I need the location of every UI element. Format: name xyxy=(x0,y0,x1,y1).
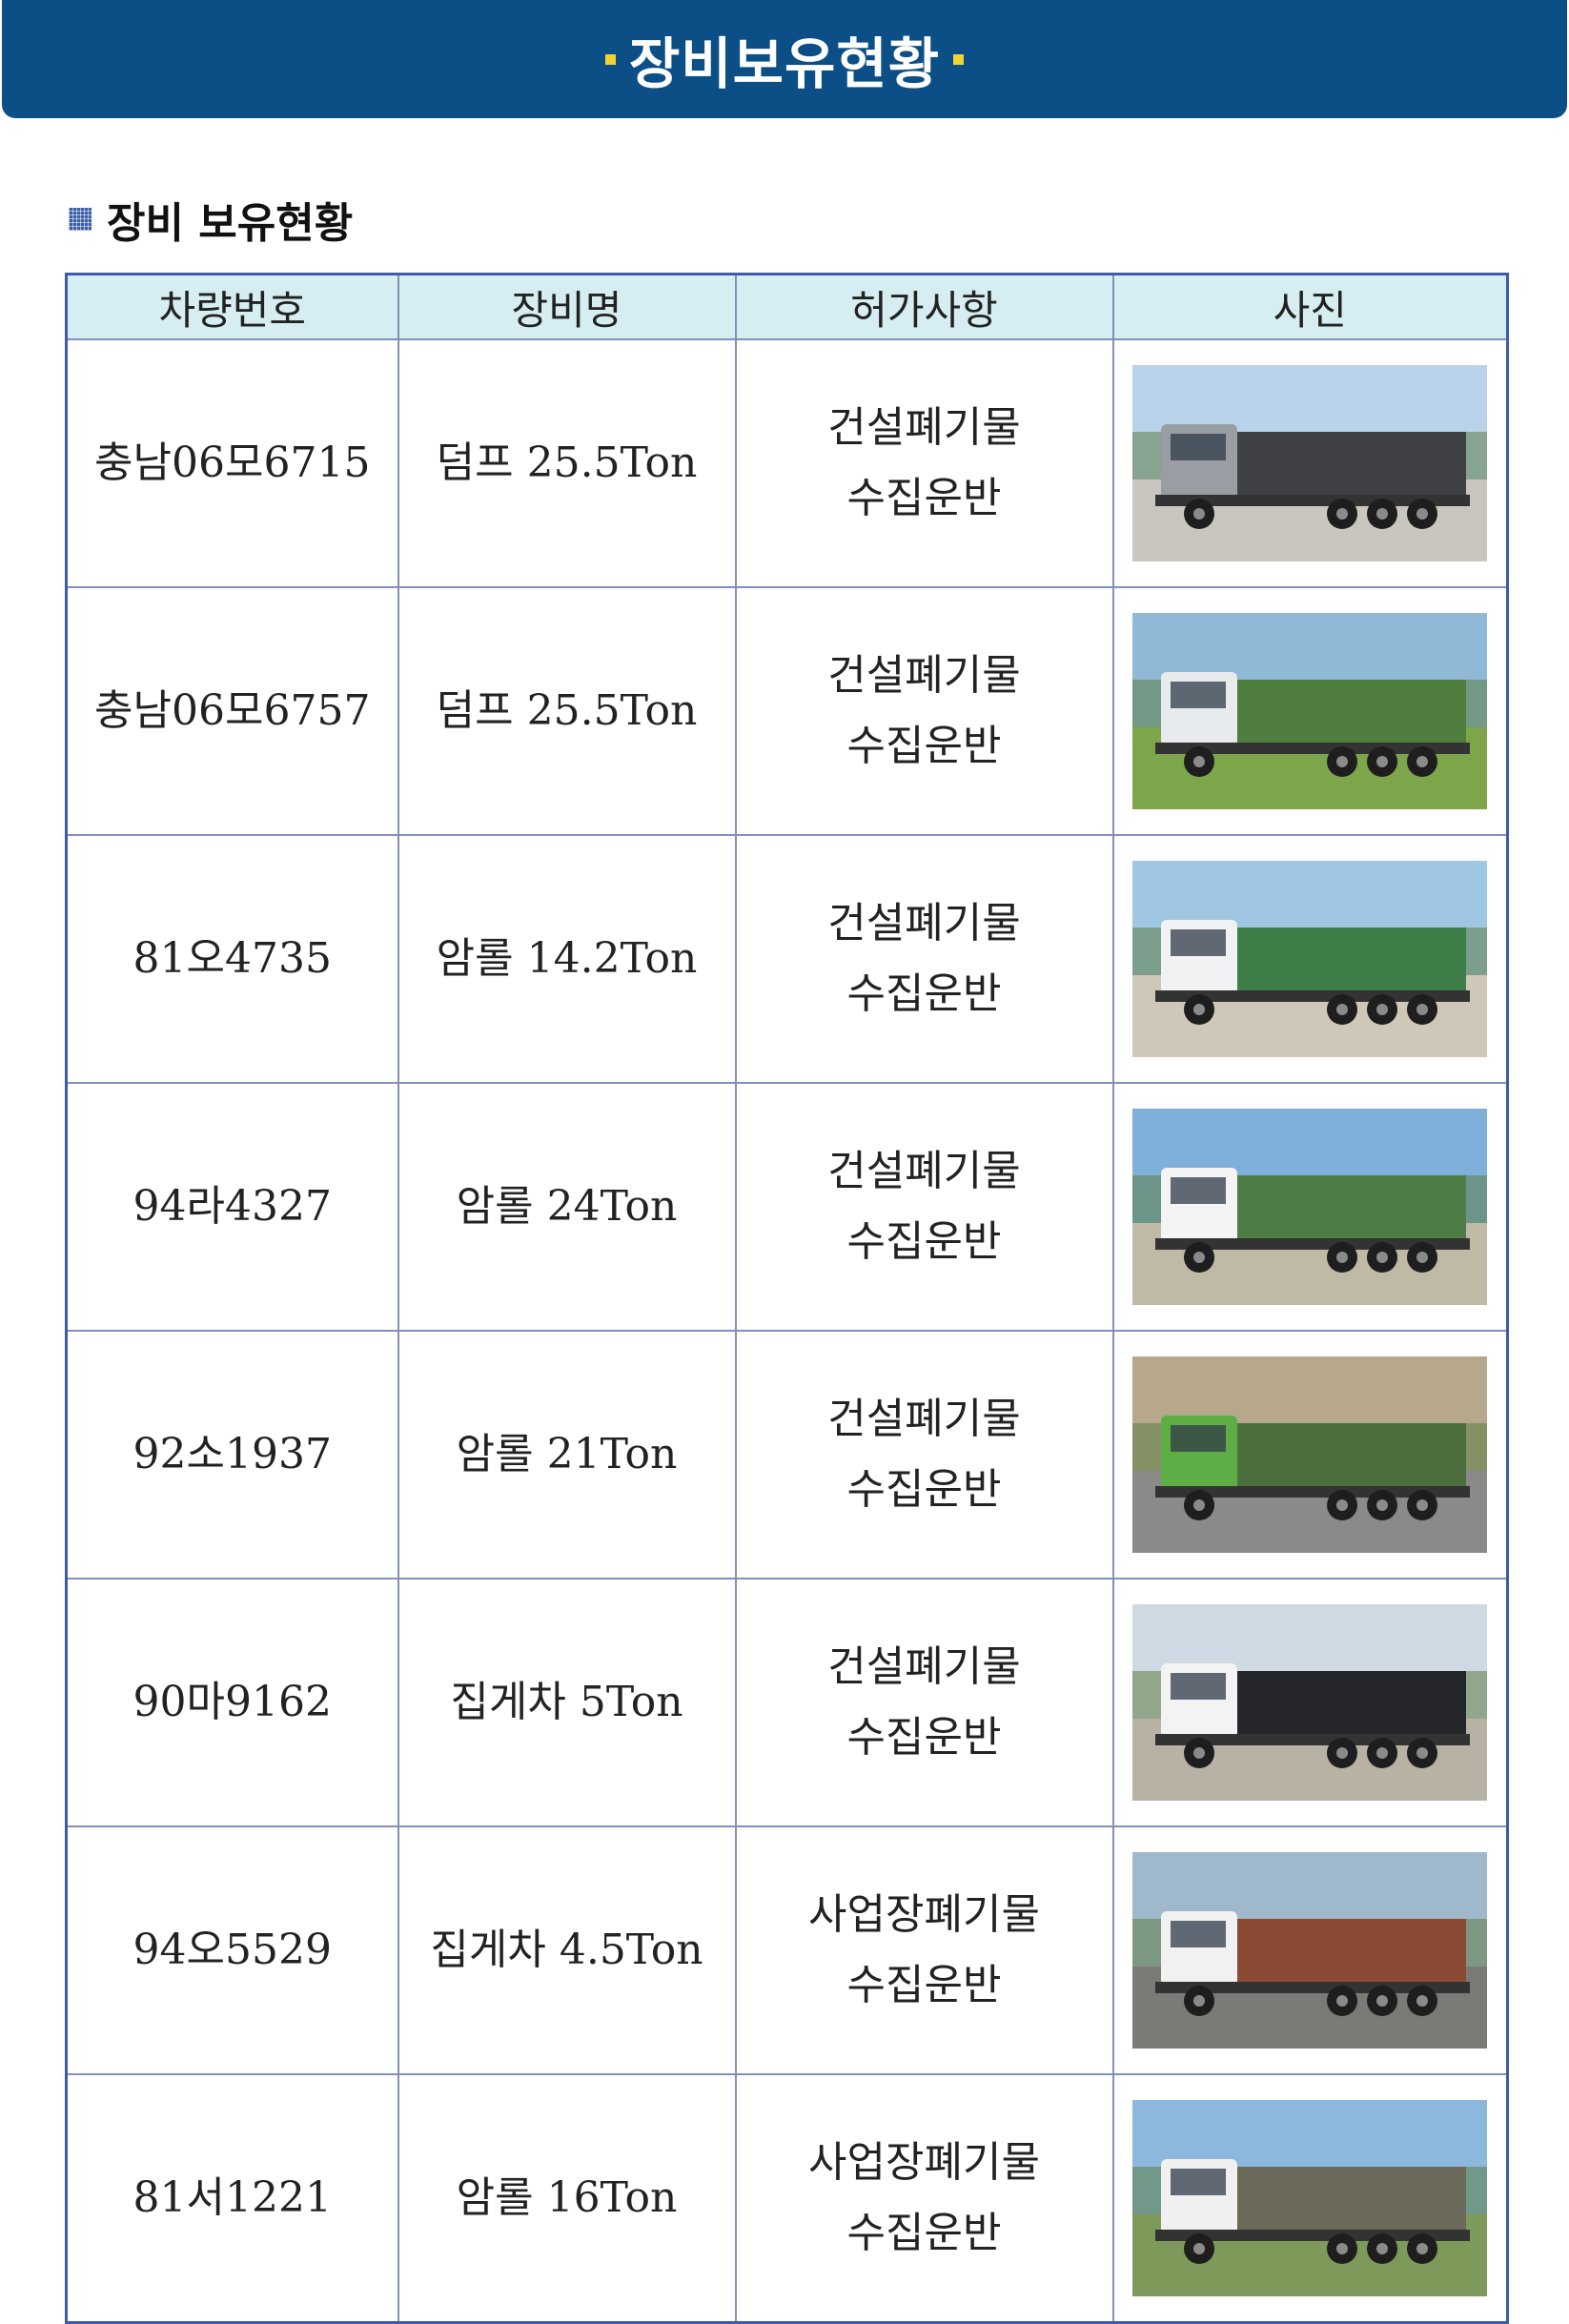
truck-photo xyxy=(1132,365,1488,561)
column-header-photo: 사진 xyxy=(1111,273,1509,340)
table-row: 81오4735 암롤 14.2Ton 건설폐기물 수집운반 xyxy=(65,834,1509,1084)
permit-scope: 수집운반 xyxy=(846,2209,1002,2257)
permit-scope: 수집운반 xyxy=(846,1713,1002,1762)
plate-number-cell: 충남06모6757 xyxy=(65,586,399,836)
truck-photo xyxy=(1132,1604,1488,1801)
permit-type: 건설폐기물 xyxy=(827,899,1021,948)
equipment-name-cell: 암롤 21Ton xyxy=(397,1330,737,1580)
plate-number-cell: 81오4735 xyxy=(65,834,399,1084)
truck-photo xyxy=(1132,861,1488,1057)
permit-type: 건설폐기물 xyxy=(827,1147,1021,1195)
permit-type: 사업장폐기물 xyxy=(808,1890,1040,1939)
table-row: 94라4327 암롤 24Ton 건설폐기물 수집운반 xyxy=(65,1082,1509,1332)
truck-photo xyxy=(1132,1109,1488,1305)
equipment-name-cell: 암롤 14.2Ton xyxy=(397,834,737,1084)
plate-number-cell: 충남06모6715 xyxy=(65,338,399,588)
photo-cell xyxy=(1111,834,1509,1084)
plate-number-cell: 94오5529 xyxy=(65,1825,399,2075)
plate-number-cell: 90마9162 xyxy=(65,1578,399,1827)
table-row: 충남06모6757 덤프 25.5Ton 건설폐기물 수집운반 xyxy=(65,586,1509,836)
table-header-row: 차량번호 장비명 허가사항 사진 xyxy=(65,273,1509,340)
permit-type: 건설폐기물 xyxy=(827,403,1021,452)
permit-type: 사업장폐기물 xyxy=(808,2138,1040,2187)
table-row: 81서1221 암롤 16Ton 사업장폐기물 수집운반 xyxy=(65,2073,1509,2324)
equipment-name-cell: 암롤 16Ton xyxy=(397,2073,737,2324)
table-row: 90마9162 집게차 5Ton 건설폐기물 수집운반 xyxy=(65,1578,1509,1827)
column-header-permit: 허가사항 xyxy=(734,273,1114,340)
permit-scope: 수집운반 xyxy=(846,722,1002,770)
plate-number-cell: 81서1221 xyxy=(65,2073,399,2324)
banner-right-marker xyxy=(953,53,965,65)
equipment-table: 차량번호 장비명 허가사항 사진 충남06모6715 덤프 25.5Ton 건설폐기… xyxy=(65,273,1509,2324)
banner-left-marker xyxy=(604,53,616,65)
photo-cell xyxy=(1111,1578,1509,1827)
equipment-name-cell: 덤프 25.5Ton xyxy=(397,586,737,836)
table-row: 94오5529 집게차 4.5Ton 사업장폐기물 수집운반 xyxy=(65,1825,1509,2075)
photo-cell xyxy=(1111,586,1509,836)
section-heading: 장비 보유현황 xyxy=(69,191,353,248)
banner-title: 장비보유현황 xyxy=(628,31,941,96)
permit-scope: 수집운반 xyxy=(846,1217,1002,1266)
plate-number-cell: 94라4327 xyxy=(65,1082,399,1332)
plate-number-cell: 92소1937 xyxy=(65,1330,399,1580)
permit-scope: 수집운반 xyxy=(846,474,1002,522)
photo-cell xyxy=(1111,2073,1509,2324)
permit-scope: 수집운반 xyxy=(846,1961,1002,2009)
permit-type: 건설폐기물 xyxy=(827,651,1021,700)
page-banner: 장비보유현황 xyxy=(2,0,1567,118)
permit-scope: 수집운반 xyxy=(846,969,1002,1018)
equipment-name-cell: 덤프 25.5Ton xyxy=(397,338,737,588)
photo-cell xyxy=(1111,1082,1509,1332)
permit-scope: 수집운반 xyxy=(846,1465,1002,1514)
equipment-name-cell: 집게차 4.5Ton xyxy=(397,1825,737,2075)
truck-photo xyxy=(1132,1356,1488,1553)
table-row: 92소1937 암롤 21Ton 건설폐기물 수집운반 xyxy=(65,1330,1509,1580)
equipment-name-cell: 집게차 5Ton xyxy=(397,1578,737,1827)
truck-photo xyxy=(1132,613,1488,809)
table-row: 충남06모6715 덤프 25.5Ton 건설폐기물 수집운반 xyxy=(65,338,1509,588)
photo-cell xyxy=(1111,1825,1509,2075)
equipment-name-cell: 암롤 24Ton xyxy=(397,1082,737,1332)
truck-photo xyxy=(1132,1852,1488,2049)
photo-cell xyxy=(1111,338,1509,588)
grid-square-icon xyxy=(69,208,92,231)
permit-type: 건설폐기물 xyxy=(827,1395,1021,1443)
permit-type: 건설폐기물 xyxy=(827,1642,1021,1691)
column-header-plate: 차량번호 xyxy=(65,273,399,340)
section-title: 장비 보유현황 xyxy=(107,199,354,248)
column-header-equipment: 장비명 xyxy=(397,273,737,340)
photo-cell xyxy=(1111,1330,1509,1580)
truck-photo xyxy=(1132,2100,1488,2296)
